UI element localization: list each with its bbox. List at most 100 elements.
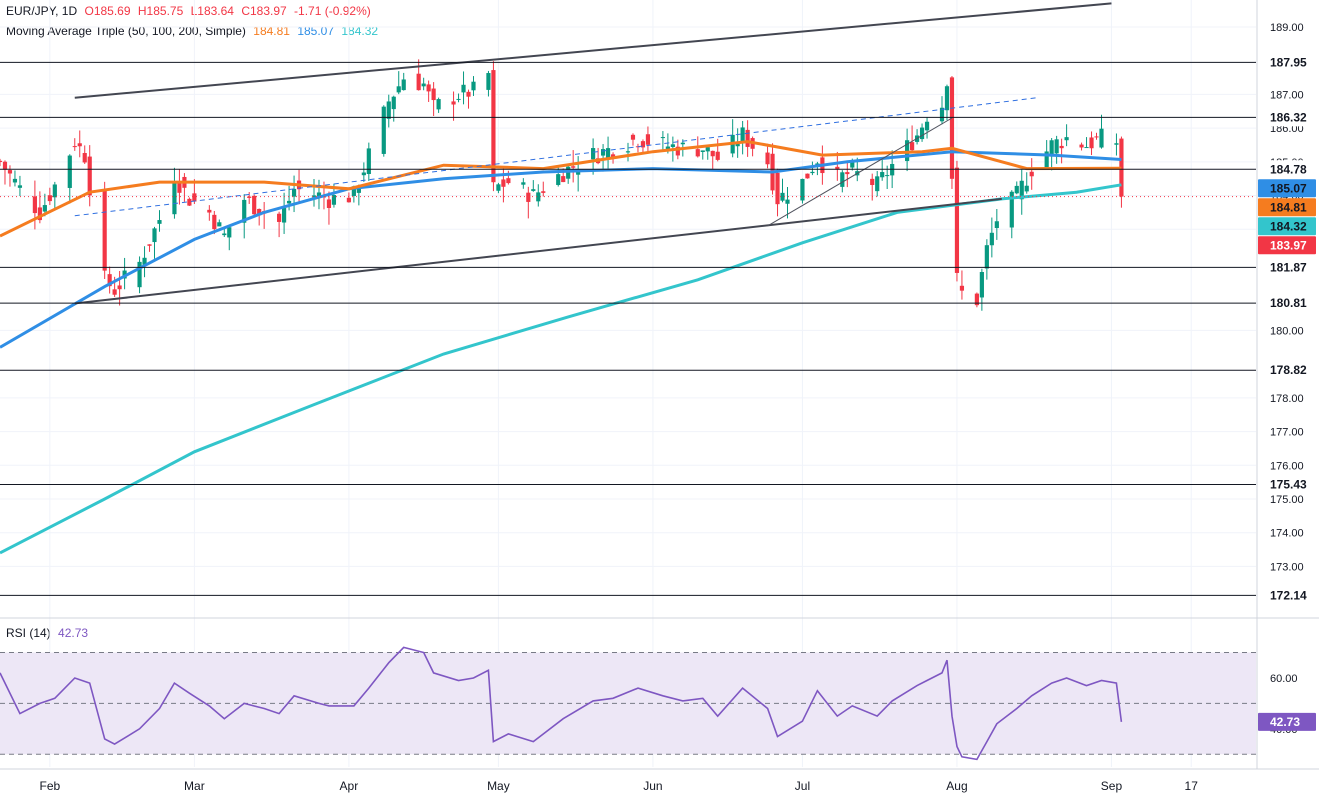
candle-body	[561, 176, 566, 183]
level-label: 186.32	[1270, 110, 1307, 124]
last-price-tag-bg	[1258, 236, 1316, 255]
candle-body	[665, 146, 670, 150]
x-tick-label: Sep	[1101, 779, 1123, 793]
candle-body	[536, 192, 541, 202]
trendline	[74, 197, 1002, 305]
candle-body	[291, 188, 297, 197]
candle-body	[316, 192, 322, 197]
level-label-bg	[1258, 294, 1316, 313]
candle-body	[835, 166, 840, 170]
candle-body	[466, 91, 471, 97]
candle-body	[521, 182, 526, 185]
candle-body	[2, 161, 8, 170]
candle-body	[491, 70, 496, 183]
y-tick-label: 174.00	[1270, 528, 1304, 540]
candle-body	[1029, 171, 1034, 177]
ma200-price-tag-bg	[1258, 217, 1316, 236]
candle-body	[391, 96, 396, 110]
candle-body	[42, 205, 47, 212]
rsi-last-tag: 42.73	[1270, 715, 1300, 729]
candle-body	[431, 88, 436, 101]
x-tick-label: Apr	[340, 779, 359, 793]
ma200-value: 184.32	[341, 24, 379, 38]
candle-body	[451, 101, 456, 105]
candle-body	[919, 127, 925, 140]
candle-body	[576, 170, 581, 175]
candle-body	[705, 147, 710, 152]
candle-body	[82, 153, 87, 163]
high-value: H185.75	[137, 4, 184, 18]
candle-body	[910, 142, 915, 151]
candle-body	[610, 154, 616, 159]
level-label: 181.87	[1270, 260, 1307, 274]
candle-body	[785, 199, 790, 204]
candle-body	[366, 148, 371, 175]
y-tick-label: 189.00	[1270, 22, 1304, 34]
rsi-line	[0, 646, 1123, 761]
ma100-line	[0, 150, 1122, 349]
candle-body	[7, 170, 13, 174]
candle-body	[227, 227, 232, 238]
candle-body	[426, 84, 431, 92]
candle-body	[1099, 128, 1104, 148]
candle-body	[640, 141, 646, 148]
candle-body	[456, 98, 461, 100]
y-tick-label: 176.00	[1270, 460, 1304, 472]
candle-body	[880, 172, 885, 178]
candle-body	[416, 73, 421, 91]
ma100-price-tag: 185.07	[1270, 181, 1307, 195]
ohlc-header: EUR/JPY, 1D O185.69 H185.75 L183.64 C183…	[6, 4, 375, 18]
candle-body	[351, 186, 356, 196]
candle-body	[850, 162, 855, 168]
ma100-price-tag-bg	[1258, 179, 1316, 198]
ma-label: Moving Average Triple (50, 100, 200, Sim…	[6, 24, 246, 38]
candle-body	[660, 137, 665, 139]
ma50-line	[0, 140, 1122, 238]
y-tick-label: 177.00	[1270, 427, 1304, 439]
candle-body	[645, 134, 651, 145]
candle-body	[939, 107, 945, 122]
candle-body	[77, 143, 82, 147]
candle-body	[715, 151, 720, 160]
candle-body	[1064, 137, 1069, 141]
candle-body	[710, 150, 715, 157]
candle-body	[311, 195, 317, 198]
close-value: C183.97	[241, 4, 287, 18]
level-label-bg	[1258, 361, 1316, 380]
level-label-bg	[1258, 160, 1316, 179]
level-label-bg	[1258, 53, 1316, 72]
ma50-price-tag-bg	[1258, 198, 1316, 217]
candle-body	[286, 200, 292, 204]
candle-body	[954, 167, 960, 273]
candle-body	[381, 106, 386, 154]
candle-body	[282, 208, 287, 223]
candle-body	[600, 149, 606, 156]
rsi-band	[0, 652, 1256, 755]
candle-body	[87, 156, 92, 196]
candle-body	[740, 127, 745, 142]
candle-body	[675, 146, 680, 156]
candle-body	[556, 174, 561, 185]
x-tick-label: Aug	[946, 779, 967, 793]
rsi-header: RSI (14) 42.73	[6, 626, 88, 640]
candle-body	[994, 221, 999, 229]
candle-body	[102, 189, 107, 271]
candle-body	[242, 199, 247, 223]
candle-body	[496, 184, 501, 191]
candle-body	[680, 142, 685, 145]
candle-body	[152, 228, 157, 243]
candle-body	[0, 160, 3, 163]
candle-body	[526, 192, 531, 202]
x-tick-label: 17	[1185, 779, 1199, 793]
candle-body	[905, 140, 910, 162]
candle-body	[32, 196, 37, 214]
candle-body	[870, 178, 875, 186]
open-value: O185.69	[84, 4, 131, 18]
candle-body	[765, 152, 770, 165]
candle-body	[47, 195, 52, 202]
ma50-price-tag: 184.81	[1270, 200, 1307, 214]
level-label-bg	[1258, 108, 1316, 127]
rsi-tick-label: 60.00	[1270, 673, 1298, 685]
x-tick-label: Mar	[184, 779, 205, 793]
